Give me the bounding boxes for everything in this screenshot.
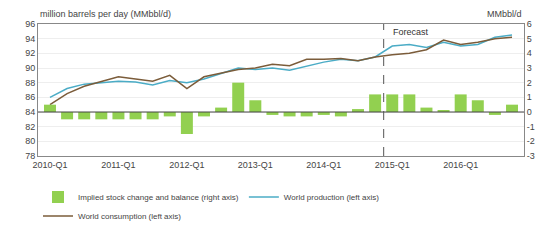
- svg-text:5: 5: [527, 34, 532, 44]
- svg-text:3: 3: [527, 63, 532, 73]
- svg-text:2015-Q1: 2015-Q1: [375, 160, 410, 170]
- svg-text:1: 1: [527, 92, 532, 102]
- svg-text:World consumption (left axis): World consumption (left axis): [78, 212, 181, 221]
- svg-text:2014-Q1: 2014-Q1: [306, 160, 341, 170]
- svg-text:94: 94: [25, 34, 35, 44]
- svg-text:million barrels per day (MMbbl: million barrels per day (MMbbl/d): [40, 9, 171, 19]
- svg-text:2013-Q1: 2013-Q1: [238, 160, 273, 170]
- svg-text:Forecast: Forecast: [393, 27, 429, 37]
- svg-text:-2: -2: [527, 136, 535, 146]
- svg-text:86: 86: [25, 92, 35, 102]
- svg-text:82: 82: [25, 122, 35, 132]
- svg-text:MMbbl/d: MMbbl/d: [487, 9, 522, 19]
- svg-text:-1: -1: [527, 122, 535, 132]
- svg-text:World production (left axis): World production (left axis): [284, 193, 379, 202]
- svg-text:4: 4: [527, 48, 532, 58]
- svg-text:-3: -3: [527, 151, 535, 161]
- svg-text:78: 78: [25, 151, 35, 161]
- svg-text:80: 80: [25, 136, 35, 146]
- svg-text:88: 88: [25, 78, 35, 88]
- svg-text:Implied stock change and balan: Implied stock change and balance (right …: [78, 193, 239, 202]
- svg-text:2012-Q1: 2012-Q1: [169, 160, 204, 170]
- svg-text:2: 2: [527, 78, 532, 88]
- svg-text:96: 96: [25, 19, 35, 29]
- svg-text:0: 0: [527, 107, 532, 117]
- svg-text:90: 90: [25, 63, 35, 73]
- svg-text:2011-Q1: 2011-Q1: [101, 160, 135, 170]
- svg-text:2010-Q1: 2010-Q1: [32, 160, 67, 170]
- svg-text:2016-Q1: 2016-Q1: [443, 160, 478, 170]
- svg-text:92: 92: [25, 48, 35, 58]
- svg-text:84: 84: [25, 107, 35, 117]
- svg-text:6: 6: [527, 19, 532, 29]
